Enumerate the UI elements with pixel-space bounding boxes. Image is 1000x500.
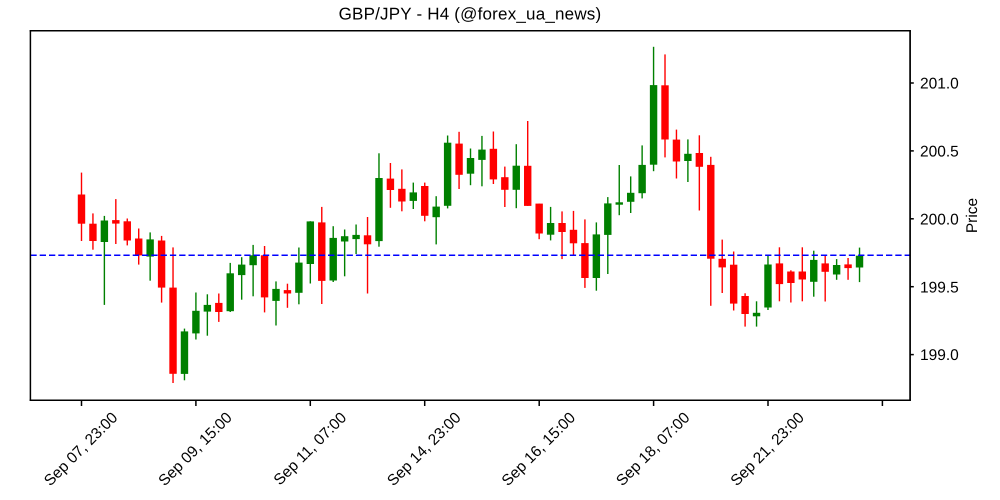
svg-text:201.0: 201.0 [920, 76, 959, 93]
svg-text:199.5: 199.5 [920, 279, 959, 296]
svg-text:199.0: 199.0 [920, 347, 959, 364]
svg-text:GBP/JPY - H4 (@forex_ua_news): GBP/JPY - H4 (@forex_ua_news) [339, 4, 602, 23]
svg-text:200.5: 200.5 [920, 144, 959, 161]
svg-text:200.0: 200.0 [920, 211, 959, 228]
svg-text:Price: Price [964, 198, 981, 233]
